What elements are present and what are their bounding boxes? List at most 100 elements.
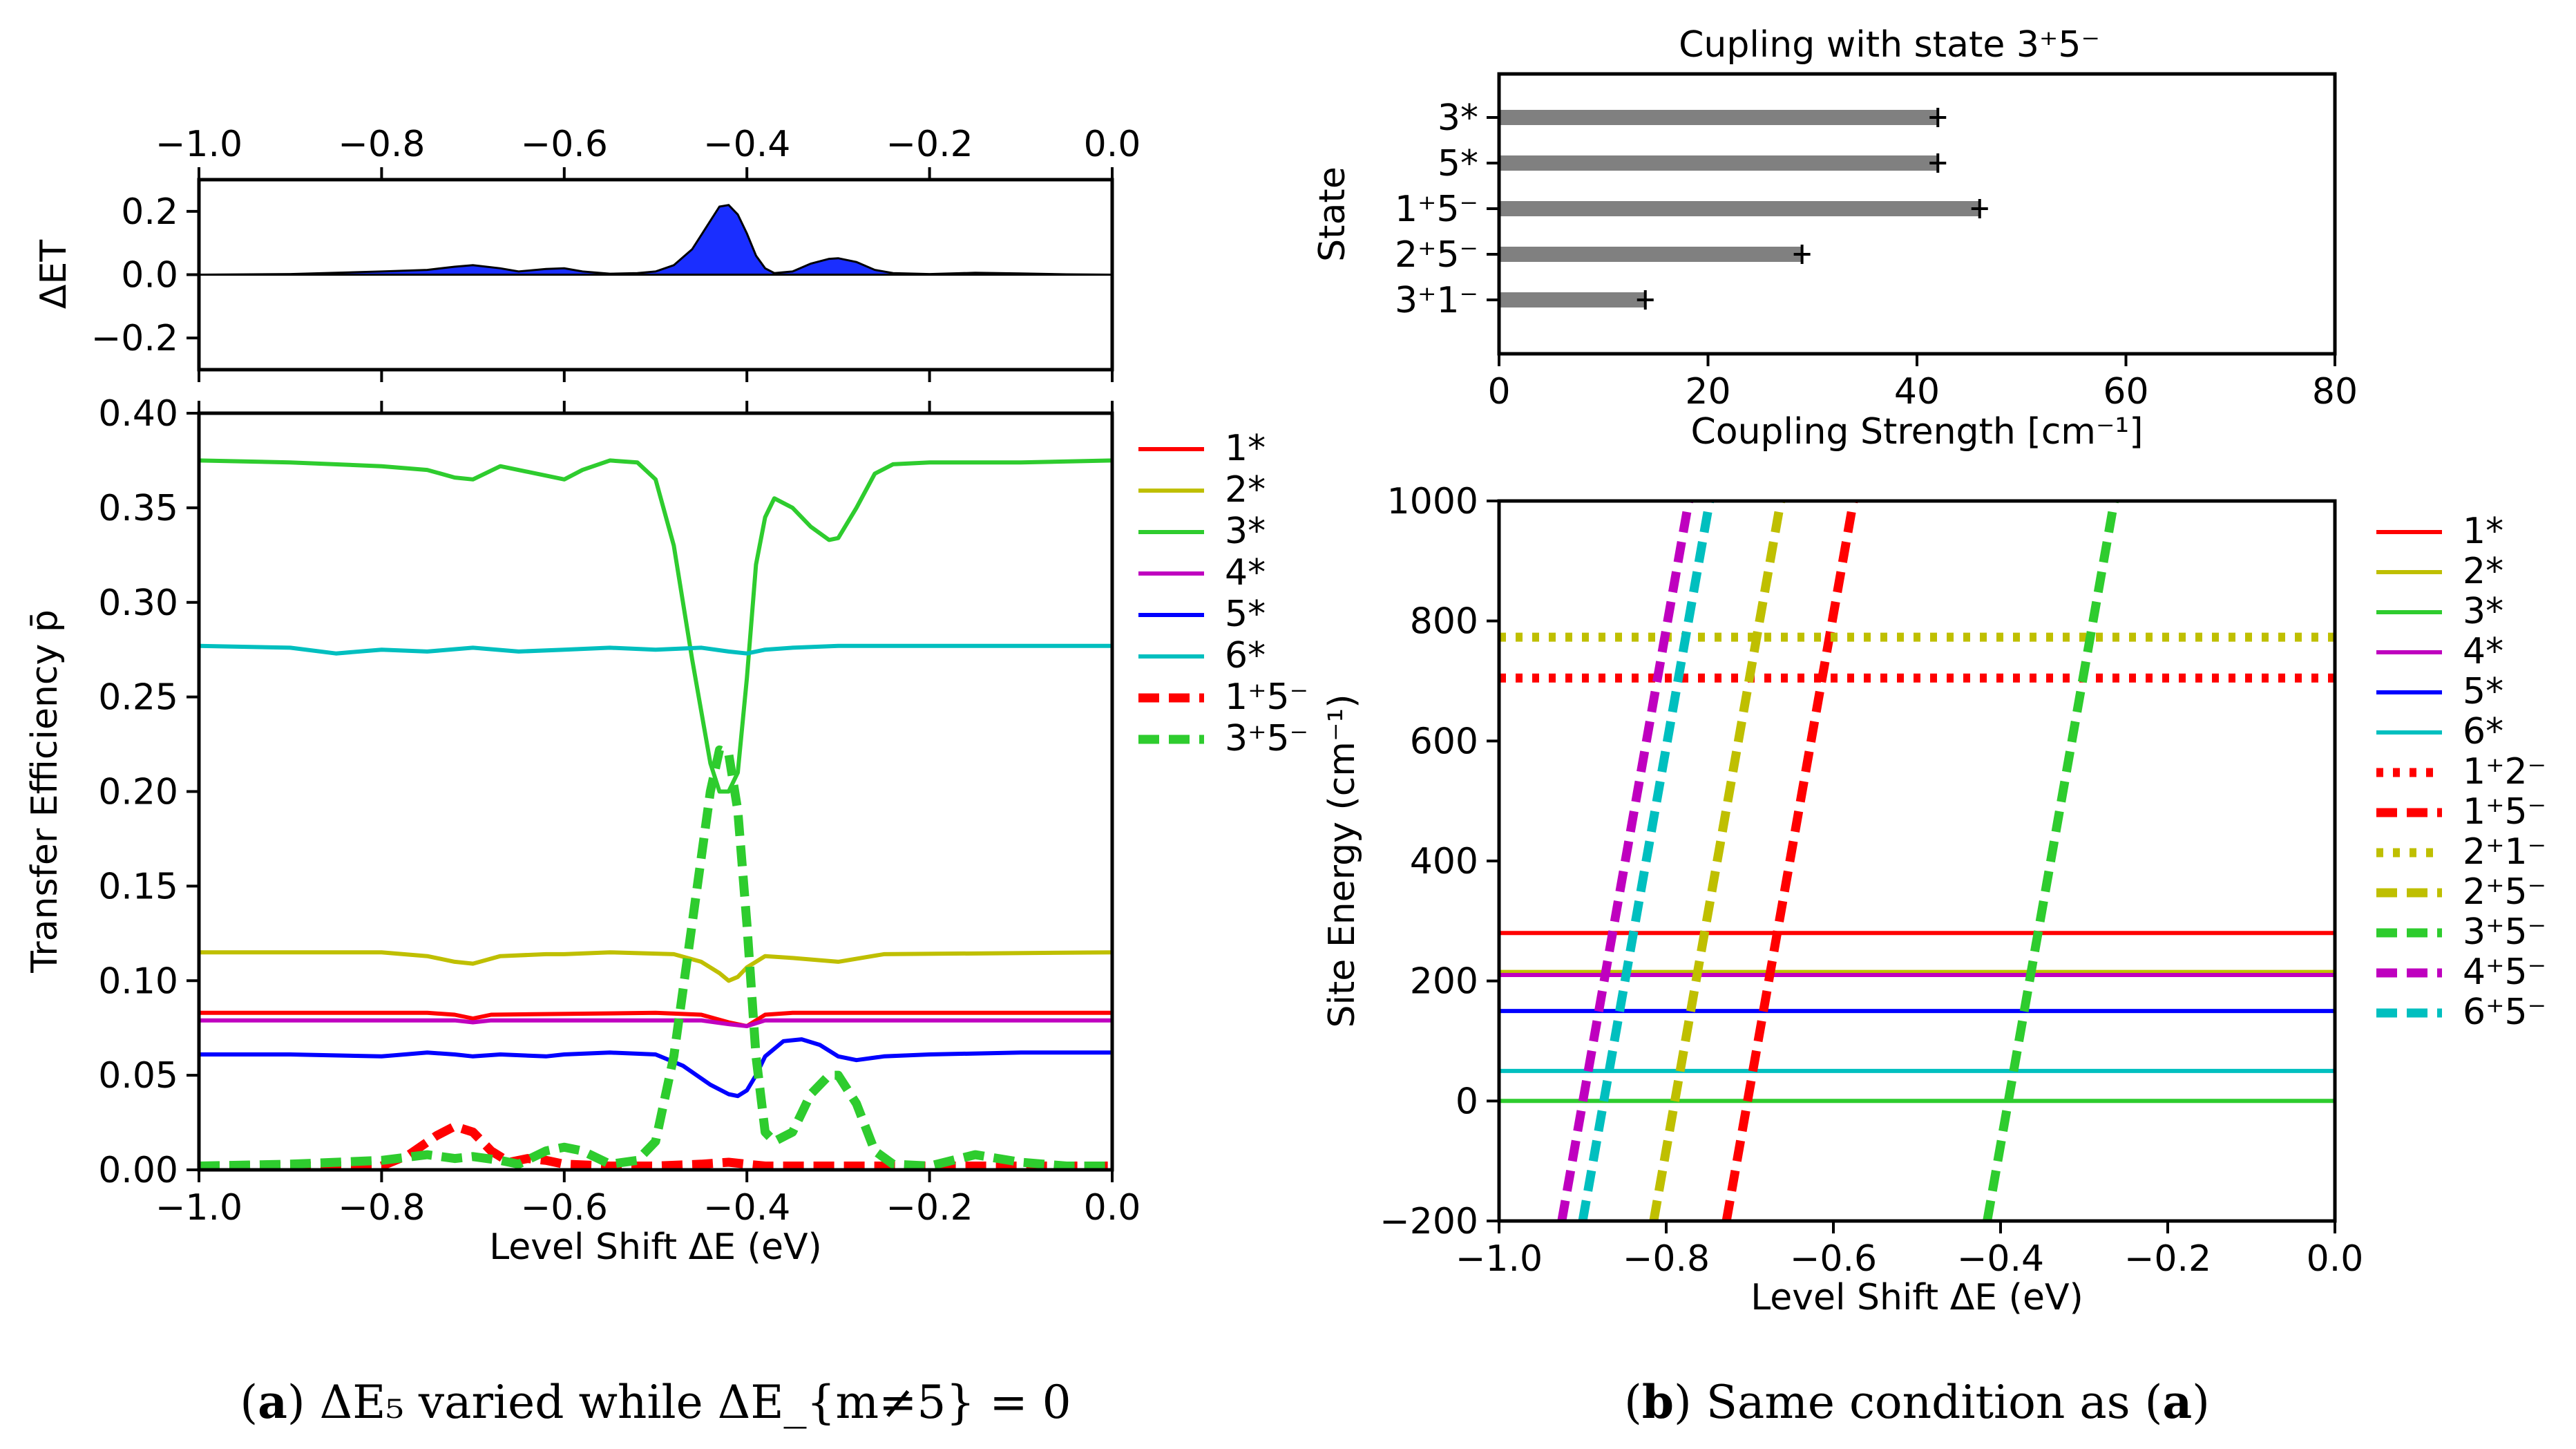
legend-label: 1⁺2⁻ (2463, 751, 2546, 793)
delta-et-area (198, 204, 1113, 276)
y-tick-label: 800 (1410, 601, 1478, 643)
series-line-7 (199, 745, 1112, 1170)
y-tick-label: 1000 (1387, 481, 1478, 522)
y-tick-label: 0.00 (98, 1150, 178, 1191)
x-tick-label: −0.8 (1623, 1238, 1710, 1280)
x-tick-label: −0.6 (521, 1187, 608, 1229)
series-line-9 (1649, 501, 1786, 1221)
y-tick-label: 0.30 (98, 583, 178, 624)
y-tick-label: 0 (1456, 1081, 1478, 1122)
panel-b-legend: 1*2*3*4*5*6*1⁺2⁻1⁺5⁻2⁺1⁻2⁺5⁻3⁺5⁻4⁺5⁻6⁺5⁻ (2376, 511, 2546, 1033)
y-tick-label: 5* (1438, 143, 1478, 184)
x-tick-label: −0.8 (338, 1187, 425, 1229)
panel-b-top-ylabel: State (1312, 167, 1353, 262)
series-line-4 (199, 1037, 1112, 1099)
legend-label: 5* (2463, 671, 2503, 712)
x-tick-label: −0.2 (2124, 1238, 2211, 1280)
legend-label: 3⁺5⁻ (2463, 911, 2546, 953)
series-line-7 (1721, 501, 1858, 1221)
legend-label: 4⁺5⁻ (2463, 951, 2546, 993)
x-tick-label: 80 (2312, 371, 2358, 413)
panel-b-main-ylabel: Site Energy (cm⁻¹) (1322, 694, 1363, 1027)
y-tick-label: 0.20 (98, 772, 178, 813)
x-tick-label: −1.0 (1456, 1238, 1543, 1280)
panel-a-top-ylabel: ΔET (33, 240, 75, 309)
x-tick-label: 0.0 (1084, 1187, 1141, 1229)
legend-label: 2* (2463, 551, 2503, 592)
legend-label: 1⁺5⁻ (1225, 676, 1308, 718)
y-tick-label: 3⁺1⁻ (1395, 280, 1478, 321)
legend-label: 3* (2463, 591, 2503, 632)
bar (1499, 110, 1938, 125)
panel-b-top-xlabel: Coupling Strength [cm⁻¹] (1690, 411, 2143, 453)
x-tick-label: −0.8 (338, 124, 425, 165)
legend-label: 2⁺1⁻ (2463, 831, 2546, 873)
x-tick-label: 0 (1487, 371, 1510, 413)
series-line-3 (199, 1018, 1112, 1028)
panel-a-top-chart: −1.0 −0.8 −0.6 −0.4 −0.2 0.0 0.2 0.0 −0.2 ΔET (33, 124, 1141, 382)
caption-b: (b) Same condition as (a) (1624, 1375, 2210, 1429)
panel-a-main-chart: −1.0 −0.8 −0.6 −0.4 −0.2 0.0 0.00 0.05 0.10 0.15… (24, 393, 1308, 1268)
legend-label: 5* (1225, 594, 1266, 635)
x-tick-label: −0.2 (886, 1187, 973, 1229)
caption-a: (a) ΔE₅ varied while ΔE_{m≠5} = 0 (240, 1375, 1071, 1429)
bar (1499, 155, 1938, 171)
panel-a-legend: 1*2*3*4*5*6*1⁺5⁻3⁺5⁻ (1138, 428, 1308, 759)
legend-label: 6* (2463, 711, 2503, 752)
y-tick-label: 0.10 (98, 960, 178, 1002)
y-tick-label: 0.05 (98, 1055, 178, 1097)
x-tick-label: 0.0 (2307, 1238, 2364, 1280)
legend-label: 6⁺5⁻ (2463, 992, 2546, 1033)
x-tick-label: −0.4 (1957, 1238, 2044, 1280)
legend-label: 1⁺5⁻ (2463, 791, 2546, 833)
bar (1499, 201, 1980, 216)
y-tick-label: 0.15 (98, 866, 178, 907)
y-tick-label: 3* (1438, 97, 1478, 139)
x-tick-label: −0.4 (703, 1187, 790, 1229)
series-line-12 (1578, 501, 1715, 1221)
y-tick-label: 600 (1410, 721, 1478, 762)
x-tick-label: −0.6 (1790, 1238, 1877, 1280)
series-line-2 (199, 458, 1112, 794)
panel-a-main-ylabel: Transfer Efficiency p̄ (24, 609, 66, 974)
series-line-0 (199, 1010, 1112, 1028)
y-tick-label: 0.25 (98, 677, 178, 719)
x-tick-label: −0.6 (521, 124, 608, 165)
x-tick-label: 0.0 (1084, 124, 1141, 165)
panel-a-main-xlabel: Level Shift ΔE (eV) (489, 1227, 822, 1268)
x-tick-label: −1.0 (155, 1187, 242, 1229)
y-tick-label: 0.0 (121, 255, 178, 296)
legend-label: 2⁺5⁻ (2463, 871, 2546, 913)
y-tick-label: −0.2 (91, 318, 178, 359)
y-tick-label: 0.40 (98, 393, 178, 435)
y-tick-label: 400 (1410, 841, 1478, 882)
series-line-10 (1983, 501, 2119, 1221)
y-tick-label: 0.35 (98, 488, 178, 529)
y-tick-label: 1⁺5⁻ (1395, 189, 1478, 230)
series-line-1 (199, 950, 1112, 983)
panel-b-main-chart: −1.0 −0.8 −0.6 −0.4 −0.2 0.0 −200 0 200 400 600 80… (1322, 481, 2546, 1318)
x-tick-label: −0.2 (886, 124, 973, 165)
series-line-6 (199, 1121, 1112, 1170)
x-tick-label: 60 (2103, 371, 2148, 413)
x-tick-label: −0.4 (703, 124, 790, 165)
legend-label: 1* (1225, 428, 1266, 469)
x-tick-label: −1.0 (155, 124, 242, 165)
x-tick-label: 40 (1894, 371, 1940, 413)
legend-label: 4* (2463, 631, 2503, 672)
legend-label: 3⁺5⁻ (1225, 718, 1308, 759)
series-line-5 (199, 643, 1112, 656)
x-tick-label: 20 (1685, 371, 1730, 413)
legend-label: 4* (1225, 552, 1266, 594)
y-tick-label: 0.2 (121, 191, 178, 233)
y-tick-label: 200 (1410, 961, 1478, 1003)
series-line-11 (1557, 501, 1694, 1221)
bar (1499, 247, 1802, 262)
panel-b-top-title: Cupling with state 3⁺5⁻ (1679, 24, 2100, 66)
bar (1499, 292, 1645, 307)
y-tick-label: −200 (1380, 1201, 1478, 1242)
legend-label: 3* (1225, 511, 1266, 552)
panel-b-main-xlabel: Level Shift ΔE (eV) (1750, 1277, 2083, 1318)
y-tick-label: 2⁺5⁻ (1395, 234, 1478, 276)
